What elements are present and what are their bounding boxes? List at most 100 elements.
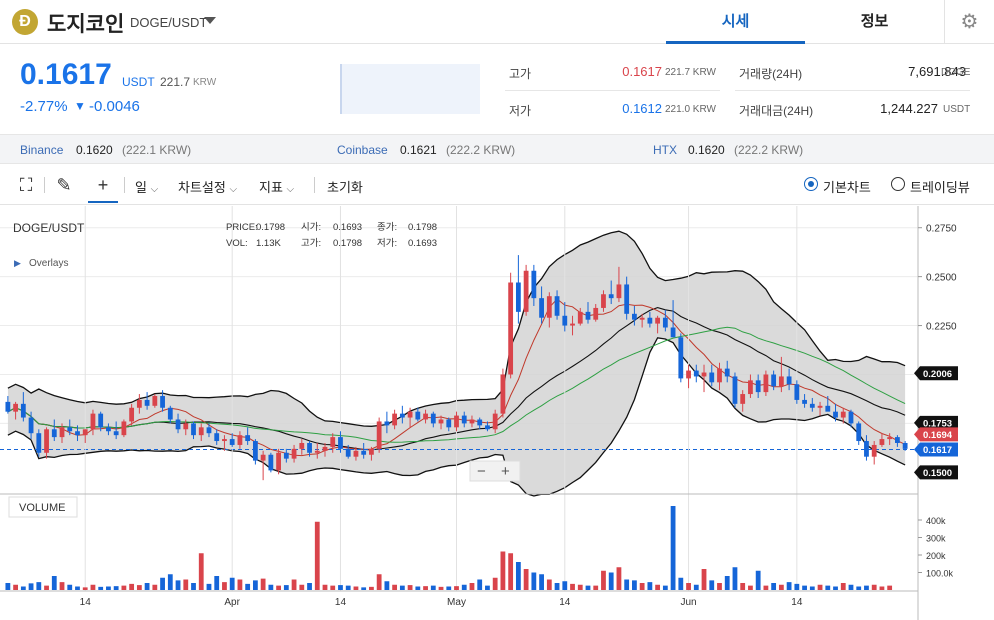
candle-body xyxy=(894,437,900,443)
volume-bar xyxy=(407,585,413,590)
price-chart[interactable]: 0.27500.25000.22500.20000.1750400k300k20… xyxy=(0,206,994,620)
volume-bar xyxy=(554,583,560,590)
candle-body xyxy=(237,435,243,445)
gear-icon[interactable]: ⚙ xyxy=(944,0,994,44)
exchange-name[interactable]: HTX xyxy=(653,143,677,157)
chevron-down-icon: ⌵ xyxy=(286,184,295,195)
zoom-out-button[interactable]: − xyxy=(477,463,486,480)
basic-chart-label[interactable]: 기본차트 xyxy=(823,180,871,195)
exchange-name[interactable]: Coinbase xyxy=(337,143,388,157)
candle-body xyxy=(748,380,753,395)
amount-value: 1,244.227 xyxy=(880,101,938,116)
info-close-label: 종가: xyxy=(377,222,397,233)
pencil-icon[interactable]: ✎ xyxy=(56,175,72,195)
candle-body xyxy=(864,441,869,457)
price-krw-unit: KRW xyxy=(193,77,217,88)
candle-body xyxy=(82,429,88,436)
exchange-name[interactable]: Binance xyxy=(20,143,64,157)
crosshair-icon[interactable]: + xyxy=(88,173,118,203)
tab-price[interactable]: 시세 xyxy=(666,0,805,44)
x-axis: 14 Apr 14 May 14 Jun 14 xyxy=(80,597,803,608)
chart-settings-dropdown[interactable]: 차트설정 ⌵ xyxy=(178,177,237,196)
down-arrow-icon: ▼ xyxy=(74,99,86,113)
volume-bar xyxy=(283,585,289,590)
volume-bar xyxy=(662,585,668,590)
info-vol: 1.13K xyxy=(256,238,281,249)
candle-body xyxy=(523,270,529,312)
x-tick-label: 14 xyxy=(791,597,803,608)
fullscreen-icon[interactable]: ⛶ xyxy=(19,175,33,195)
volume-bar xyxy=(376,574,382,590)
overlays-toggle[interactable]: Overlays xyxy=(29,258,68,269)
info-vol-label: VOL: xyxy=(226,238,248,249)
x-tick-label: May xyxy=(447,597,466,608)
reset-button[interactable]: 초기화 xyxy=(327,180,363,195)
bollinger-bands xyxy=(0,230,918,497)
candle-body xyxy=(732,376,738,404)
candle-body xyxy=(322,446,328,451)
volume-bar xyxy=(399,585,405,590)
candle-body xyxy=(817,405,823,408)
volume-bar xyxy=(809,586,815,590)
change-amount: -0.0046 xyxy=(89,98,140,115)
indicators-dropdown[interactable]: 지표 ⌵ xyxy=(259,177,294,196)
candle-body xyxy=(90,413,96,430)
volume-bar xyxy=(655,584,661,590)
volume-bar xyxy=(28,583,34,590)
candle-body xyxy=(330,437,336,447)
volume-bar xyxy=(198,553,204,590)
volume-bar xyxy=(446,586,452,590)
volume-bar xyxy=(98,586,104,590)
interval-dropdown[interactable]: 일 ⌵ xyxy=(135,177,158,196)
volume-bar xyxy=(415,586,421,590)
volume-bar xyxy=(268,584,274,590)
zoom-in-button[interactable]: + xyxy=(501,463,510,480)
volume-bar xyxy=(291,579,297,590)
volume-bar xyxy=(160,577,165,590)
candle-body xyxy=(252,441,258,461)
info-open: 0.1693 xyxy=(333,222,362,233)
candle-body xyxy=(624,284,630,314)
candlestick-series xyxy=(5,255,908,481)
volume-bar xyxy=(693,584,699,590)
candle-body xyxy=(570,323,575,326)
candle-body xyxy=(345,448,351,457)
candle-body xyxy=(392,413,398,426)
volume-bar xyxy=(191,583,196,590)
candle-body xyxy=(222,439,227,442)
volume-bar xyxy=(879,586,885,590)
overlays-arrow-icon[interactable]: ▶ xyxy=(14,258,21,268)
volume-tick-label: 100.0k xyxy=(926,569,954,579)
high-krw: 221.7 KRW xyxy=(665,67,716,78)
tradingview-label[interactable]: 트레이딩뷰 xyxy=(910,180,970,195)
volume-bar xyxy=(183,579,189,590)
tab-info[interactable]: 정보 xyxy=(860,13,889,30)
amount-label: 거래대금(24H) xyxy=(739,104,814,118)
high-label: 고가 xyxy=(509,67,532,81)
volume-label: VOLUME xyxy=(19,502,65,514)
volume-bar xyxy=(523,569,529,590)
volume-bar xyxy=(430,585,436,590)
divider xyxy=(124,177,125,193)
candle-body xyxy=(36,433,42,453)
ohlc-info-panel: PRICE: 0.1798 시가: 0.1693 종가: 0.1798 VOL:… xyxy=(226,222,437,249)
candle-body xyxy=(144,399,150,406)
low-value: 0.1612 xyxy=(622,101,662,116)
doge-coin-icon: Ð xyxy=(12,9,38,35)
volume-bar xyxy=(701,569,707,590)
pair-selector[interactable]: DOGE/USDT xyxy=(130,15,208,30)
basic-chart-radio[interactable] xyxy=(804,177,818,191)
candle-body xyxy=(423,413,428,420)
candle-body xyxy=(399,413,405,418)
caret-down-icon[interactable] xyxy=(204,17,216,24)
candle-body xyxy=(794,384,800,400)
volume-bar xyxy=(245,583,251,590)
candle-body xyxy=(59,427,65,438)
candle-body xyxy=(786,376,792,385)
tradingview-radio[interactable] xyxy=(891,177,905,191)
volume-pane-label: VOLUME xyxy=(8,496,78,518)
candle-body xyxy=(136,399,142,408)
volume-bar xyxy=(307,583,312,590)
chart-toolbar: ⛶ ✎ + 일 ⌵ 차트설정 ⌵ 지표 ⌵ 초기화 기본차트 트레이딩뷰 xyxy=(0,165,994,205)
candle-body xyxy=(51,429,57,438)
